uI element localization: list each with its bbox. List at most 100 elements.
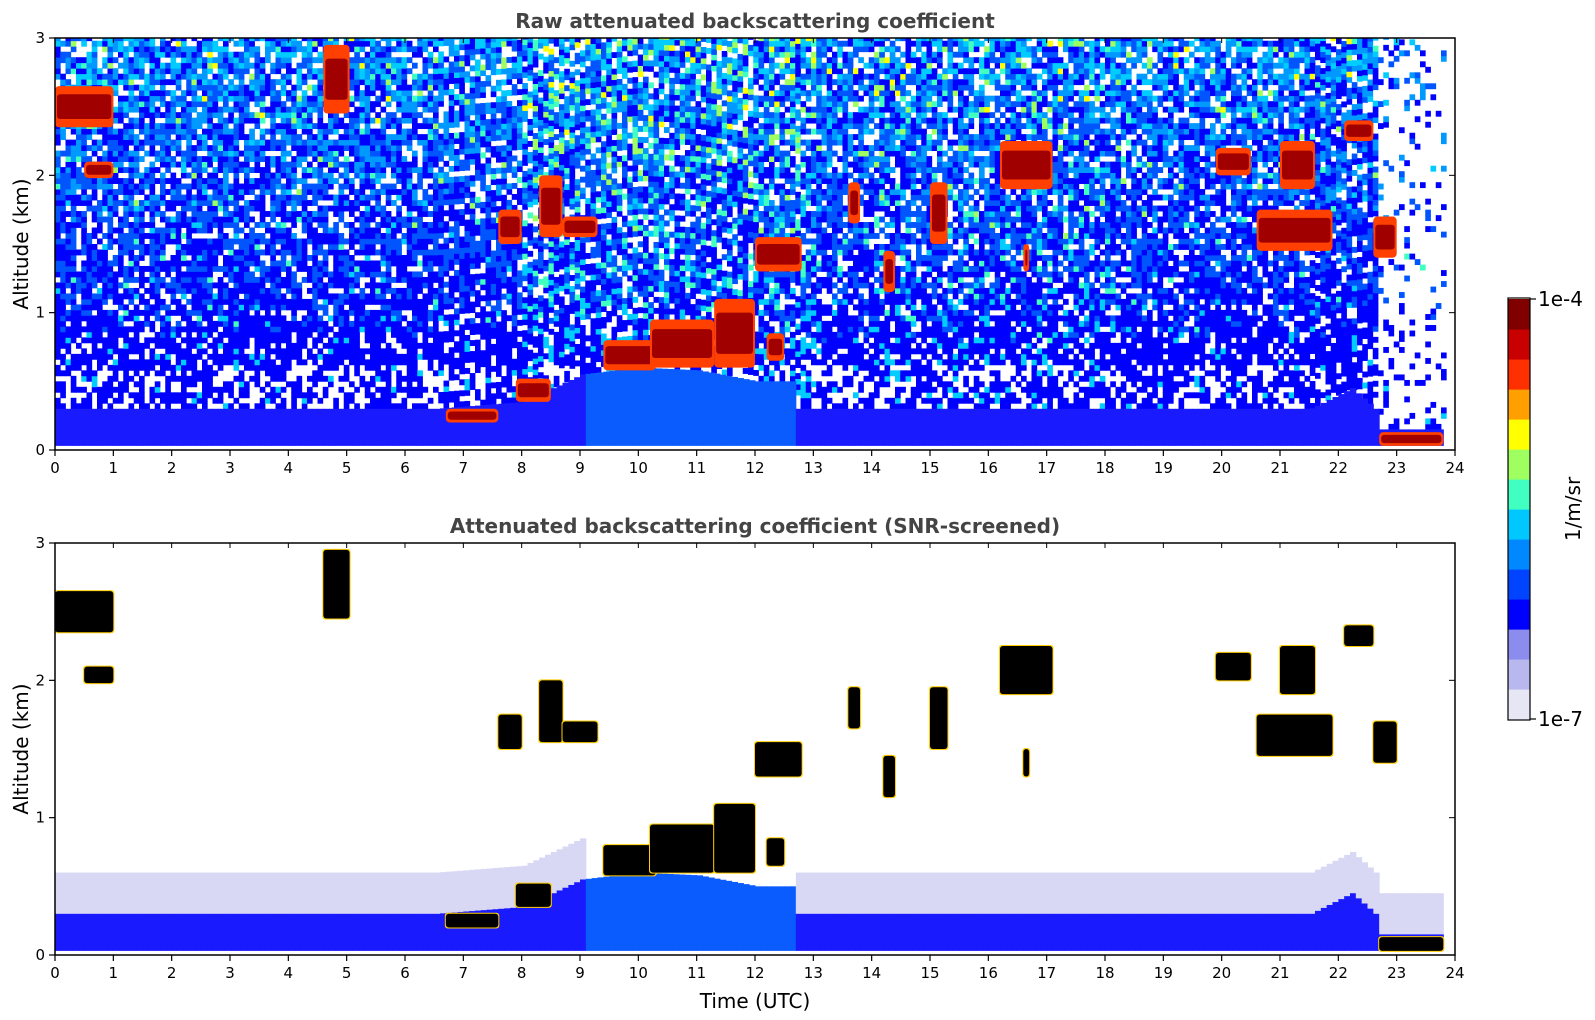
backscatter-cell [338, 211, 345, 217]
backscatter-cell [196, 172, 203, 179]
backscatter-cell [406, 320, 413, 327]
backscatter-cell [312, 298, 318, 305]
backscatter-cell [496, 277, 502, 284]
backscatter-cell [196, 57, 203, 64]
backscatter-cell [490, 288, 497, 295]
backscatter-cell [191, 161, 198, 168]
backscatter-cell [265, 370, 271, 377]
backscatter-cell [233, 227, 240, 234]
backscatter-cell [496, 41, 502, 48]
backscatter-cell [511, 336, 518, 343]
backscatter-cell [417, 222, 423, 228]
backscatter-cell [501, 123, 507, 130]
backscatter-cell [454, 132, 460, 139]
backscatter-cell [511, 133, 518, 140]
backscatter-cell [517, 253, 523, 260]
backscatter-cell [181, 370, 187, 377]
backscatter-cell [454, 341, 460, 348]
backscatter-cell [202, 265, 208, 272]
backscatter-cell [81, 353, 87, 360]
backscatter-cell [107, 139, 114, 146]
backscatter-cell [538, 119, 544, 126]
backscatter-cell [149, 68, 156, 75]
backscatter-cell [485, 228, 492, 235]
backscatter-cell [296, 62, 303, 69]
backscatter-cell [349, 73, 355, 80]
backscatter-cell [370, 156, 376, 162]
backscatter-cell [433, 189, 439, 195]
backscatter-cell [123, 139, 129, 146]
backscatter-cell [254, 90, 261, 97]
backscatter-cell [86, 260, 93, 267]
backscatter-cell [144, 134, 150, 141]
backscatter-cell [349, 211, 355, 217]
backscatter-cell [244, 139, 250, 146]
backscatter-cell [312, 40, 318, 47]
backscatter-cell [422, 95, 429, 102]
backscatter-cell [343, 205, 350, 212]
backscatter-cell [349, 112, 355, 119]
backscatter-cell [380, 238, 387, 245]
backscatter-cell [118, 101, 124, 108]
backscatter-cell [380, 260, 387, 267]
backscatter-cell [259, 189, 266, 195]
backscatter-cell [217, 145, 224, 152]
backscatter-cell [506, 348, 513, 355]
backscatter-cell [265, 38, 271, 42]
backscatter-cell [170, 101, 177, 108]
backscatter-cell [511, 84, 518, 90]
backscatter-cell [175, 375, 182, 382]
backscatter-cell [165, 337, 171, 344]
backscatter-cell [275, 46, 282, 53]
backscatter-cell [107, 145, 114, 152]
backscatter-cell [133, 150, 140, 157]
backscatter-cell [265, 73, 271, 80]
backscatter-cell [412, 254, 418, 261]
backscatter-cell [254, 353, 261, 360]
backscatter-cell [417, 216, 423, 223]
backscatter-cell [448, 89, 455, 95]
backscatter-cell [254, 233, 261, 239]
backscatter-cell [238, 244, 245, 250]
backscatter-cell [401, 216, 408, 223]
backscatter-cell [91, 189, 98, 195]
backscatter-cell [448, 325, 455, 332]
backscatter-cell [191, 57, 198, 64]
backscatter-cell [170, 222, 177, 228]
backscatter-cell [286, 353, 292, 360]
backscatter-cell [97, 128, 103, 135]
backscatter-cell [338, 386, 345, 393]
backscatter-cell [496, 101, 502, 108]
backscatter-cell [333, 304, 339, 311]
backscatter-cell [233, 276, 240, 283]
backscatter-cell [333, 40, 339, 47]
backscatter-cell [469, 175, 476, 182]
backscatter-cell [338, 123, 345, 130]
backscatter-cell [65, 337, 72, 344]
backscatter-cell [469, 340, 476, 346]
backscatter-cell [149, 167, 156, 173]
backscatter-cell [170, 342, 177, 349]
backscatter-cell [55, 293, 61, 300]
backscatter-cell [454, 280, 460, 287]
backscatter-cell [443, 111, 450, 118]
backscatter-cell [275, 123, 282, 130]
backscatter-cell [375, 315, 381, 322]
backscatter-cell [186, 320, 192, 327]
backscatter-cell [217, 353, 224, 360]
backscatter-cell [97, 178, 103, 184]
backscatter-cell [196, 51, 203, 58]
backscatter-cell [191, 216, 198, 223]
backscatter-cell [133, 381, 140, 388]
backscatter-cell [375, 326, 381, 333]
backscatter-cell [448, 275, 455, 282]
backscatter-cell [212, 359, 219, 366]
backscatter-cell [175, 249, 182, 256]
backscatter-cell [522, 308, 528, 315]
backscatter-cell [128, 73, 135, 80]
backscatter-cell [338, 183, 345, 190]
backscatter-cell [511, 243, 518, 250]
backscatter-cell [427, 254, 434, 261]
backscatter-cell [76, 73, 82, 80]
